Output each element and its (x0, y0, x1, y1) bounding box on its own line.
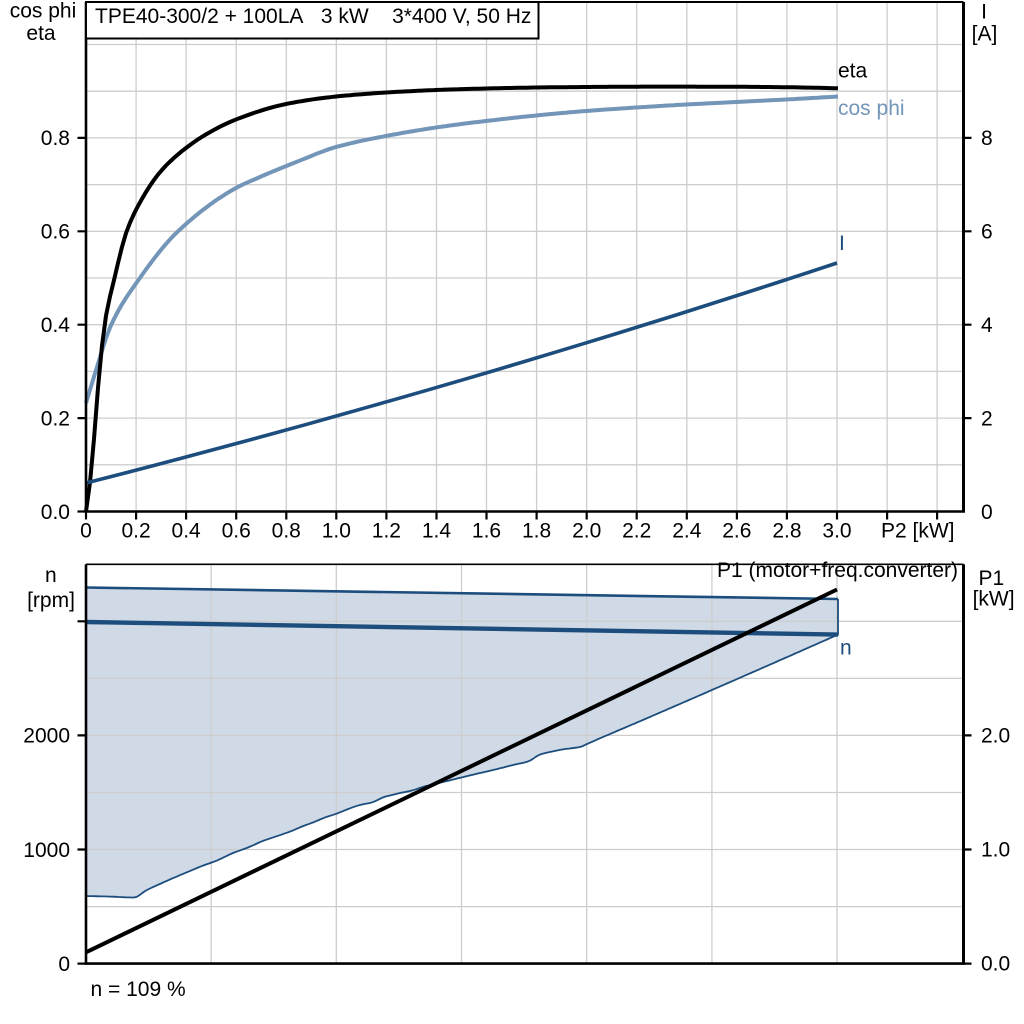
svg-text:eta: eta (26, 22, 56, 45)
svg-text:0.4: 0.4 (172, 520, 202, 543)
svg-text:0.4: 0.4 (41, 314, 71, 337)
svg-text:2.0: 2.0 (572, 520, 601, 543)
svg-text:3.0: 3.0 (822, 520, 851, 543)
svg-text:6: 6 (981, 221, 993, 244)
svg-text:1000: 1000 (23, 839, 70, 862)
svg-text:1.8: 1.8 (522, 520, 551, 543)
svg-text:4: 4 (981, 314, 993, 337)
svg-text:I: I (839, 232, 845, 255)
svg-text:eta: eta (838, 60, 868, 83)
svg-text:[A]: [A] (972, 23, 998, 46)
svg-text:0.0: 0.0 (981, 953, 1010, 976)
svg-text:0.2: 0.2 (121, 520, 150, 543)
svg-text:1.0: 1.0 (981, 839, 1010, 862)
svg-text:0.0: 0.0 (41, 501, 70, 524)
svg-text:0.6: 0.6 (41, 221, 70, 244)
svg-text:2000: 2000 (23, 725, 70, 748)
svg-text:0.8: 0.8 (41, 127, 70, 150)
svg-text:2: 2 (981, 407, 993, 430)
svg-text:2.8: 2.8 (772, 520, 801, 543)
svg-text:1.6: 1.6 (472, 520, 501, 543)
svg-text:2.6: 2.6 (722, 520, 751, 543)
svg-text:P1: P1 (978, 567, 1004, 590)
svg-text:[kW]: [kW] (973, 588, 1015, 611)
svg-text:0: 0 (58, 953, 70, 976)
svg-text:1.2: 1.2 (372, 520, 401, 543)
svg-text:n: n (45, 564, 57, 587)
svg-text:2.4: 2.4 (672, 520, 702, 543)
svg-text:n = 109 %: n = 109 % (91, 978, 186, 1001)
svg-text:cos phi: cos phi (10, 0, 77, 23)
svg-text:1.0: 1.0 (322, 520, 351, 543)
svg-text:2.0: 2.0 (981, 724, 1010, 747)
svg-text:0.8: 0.8 (272, 520, 301, 543)
svg-text:8: 8 (981, 127, 993, 150)
svg-text:I: I (981, 1, 987, 24)
svg-text:0: 0 (981, 501, 993, 524)
svg-text:P2 [kW]: P2 [kW] (881, 520, 955, 543)
svg-text:n: n (840, 637, 852, 660)
svg-text:0: 0 (80, 520, 92, 543)
svg-text:2.2: 2.2 (622, 520, 651, 543)
svg-text:P1 (motor+freq.converter): P1 (motor+freq.converter) (717, 559, 958, 582)
svg-text:[rpm]: [rpm] (27, 589, 75, 612)
svg-text:0.2: 0.2 (41, 407, 70, 430)
svg-text:cos phi: cos phi (838, 97, 905, 120)
svg-text:1.4: 1.4 (422, 520, 452, 543)
svg-text:0.6: 0.6 (222, 520, 251, 543)
svg-text:TPE40-300/2 + 100LA 3 kW: TPE40-300/2 + 100LA 3 kW 3*400 V, 50 Hz (95, 5, 531, 28)
